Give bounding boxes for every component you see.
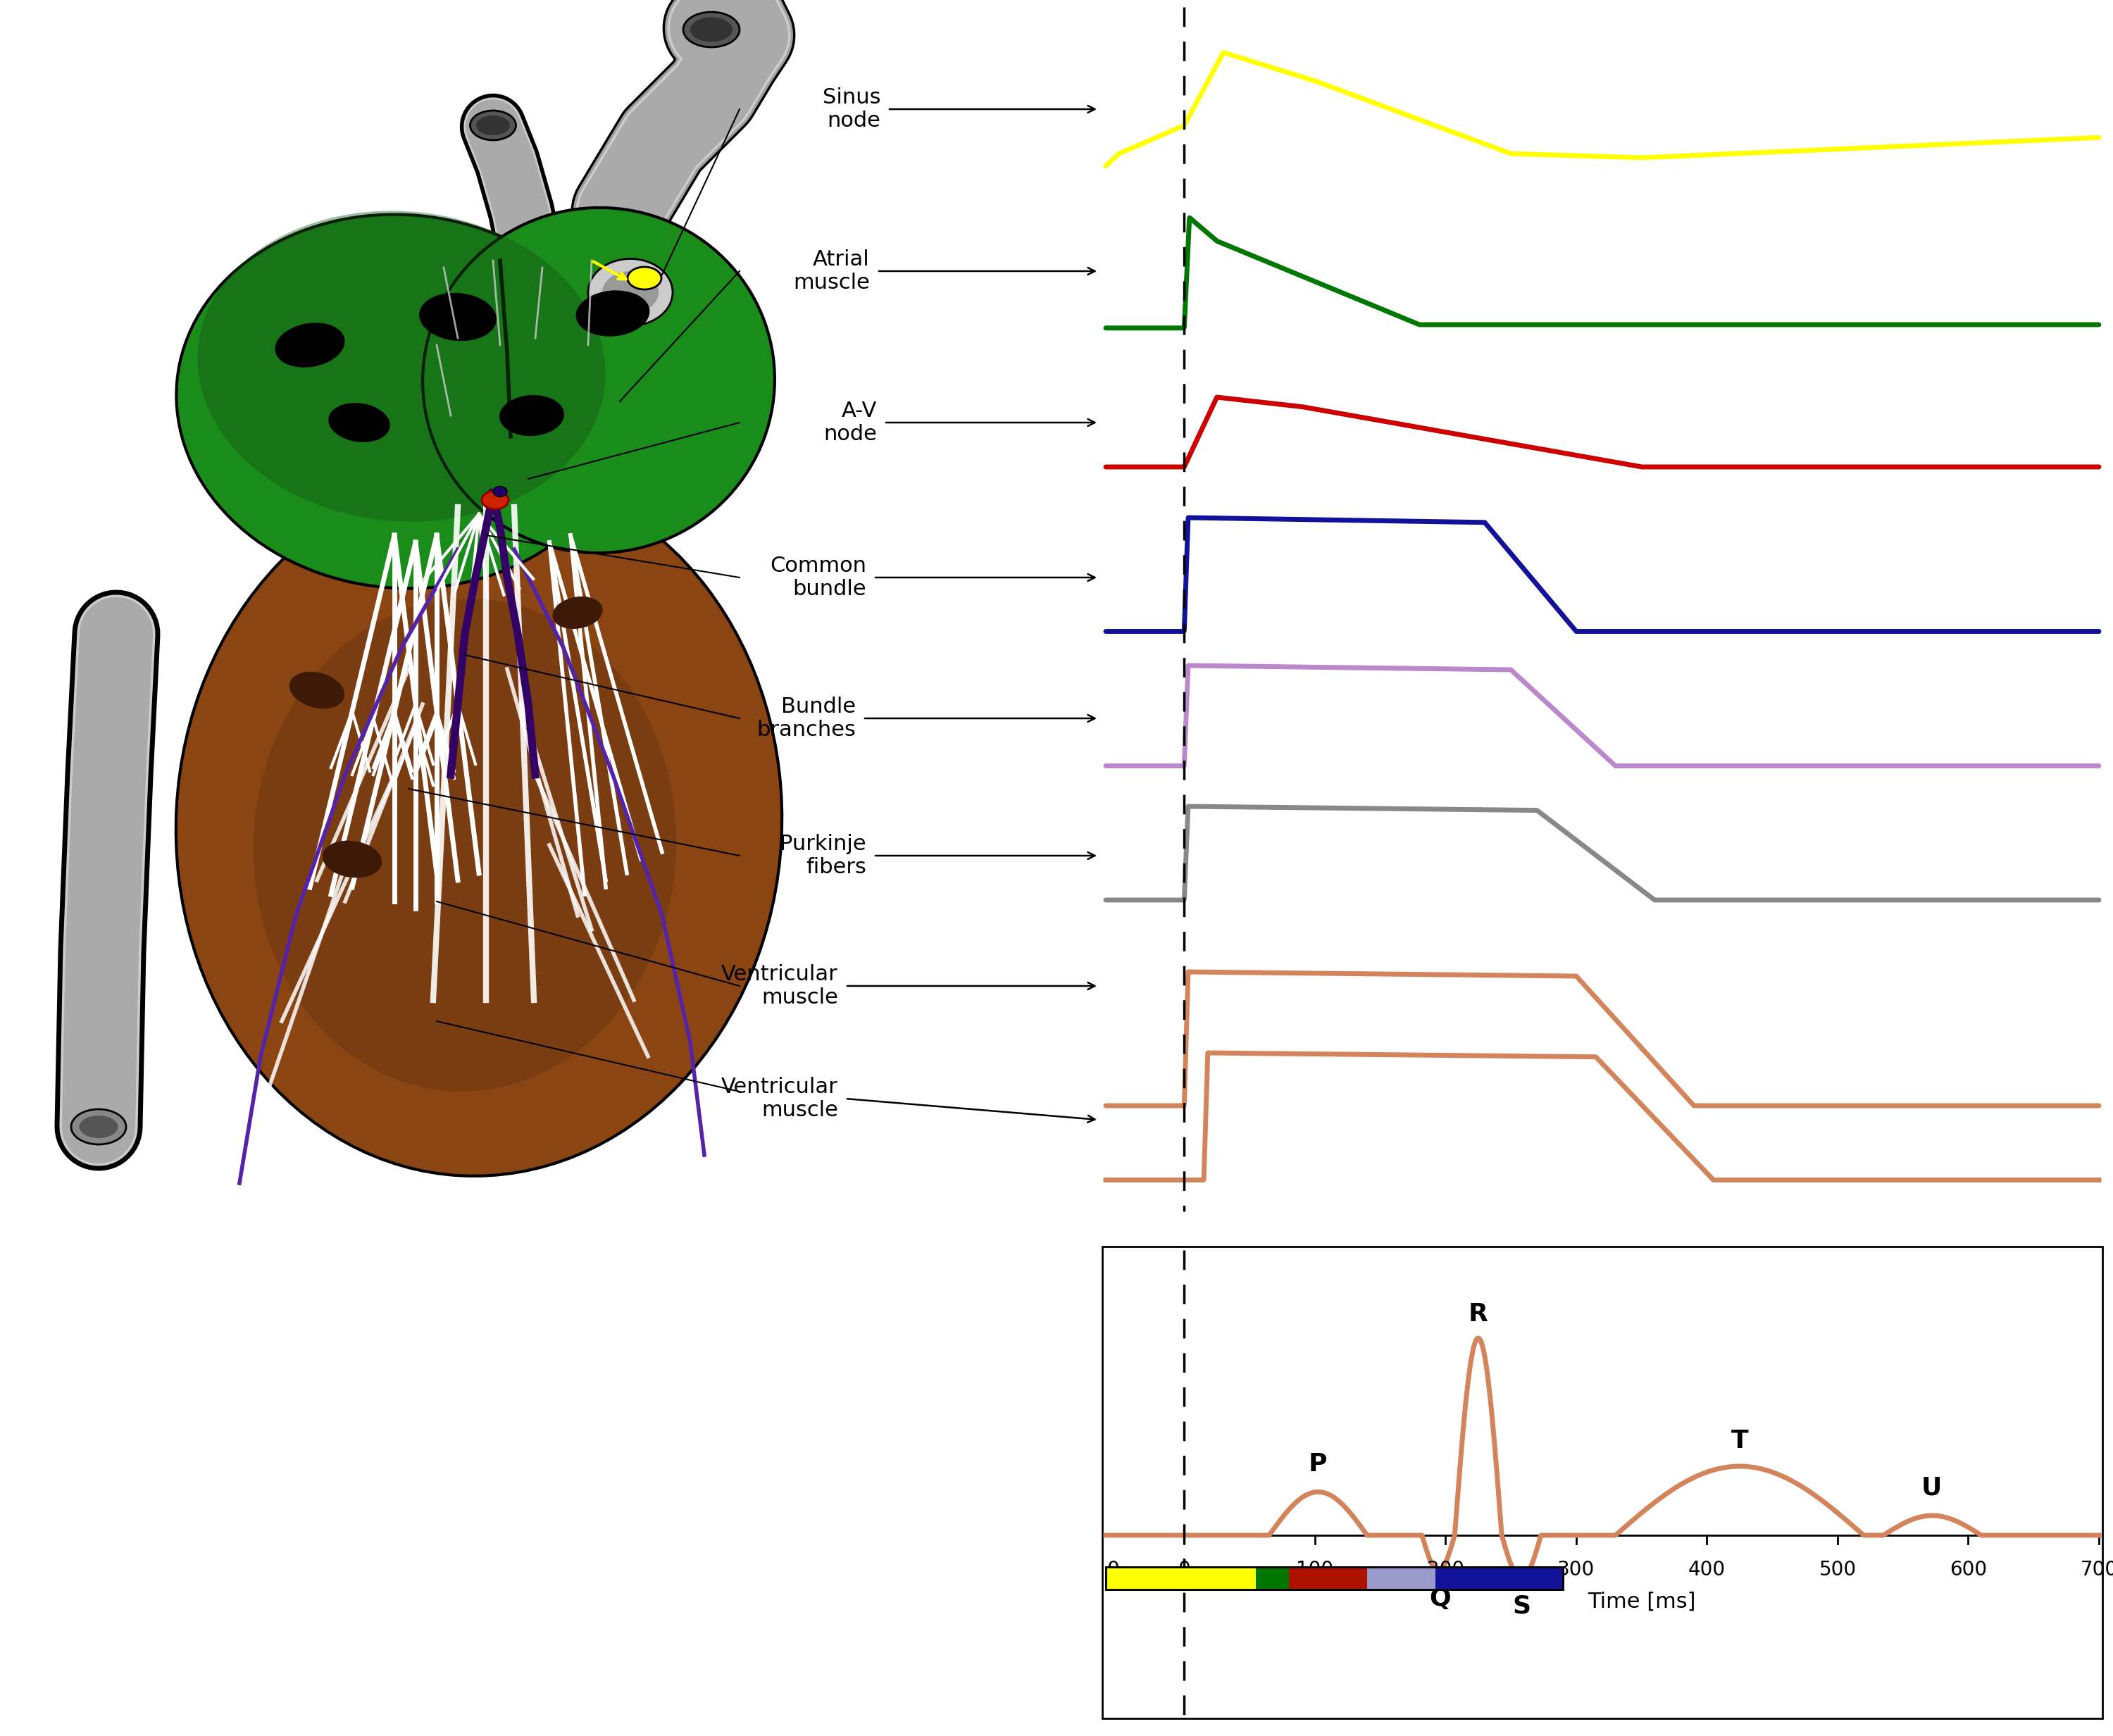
- Text: U: U: [1921, 1476, 1942, 1500]
- Bar: [1289, 1568, 1367, 1590]
- Text: 200: 200: [1426, 1561, 1464, 1580]
- Ellipse shape: [423, 208, 775, 552]
- Text: Atrial
muscle: Atrial muscle: [792, 248, 871, 293]
- Ellipse shape: [323, 840, 382, 878]
- Text: Bundle
branches: Bundle branches: [756, 696, 856, 740]
- Text: 0: 0: [1177, 1561, 1190, 1580]
- Ellipse shape: [175, 472, 782, 1175]
- Text: 600: 600: [1950, 1561, 1986, 1580]
- Ellipse shape: [602, 271, 659, 314]
- Ellipse shape: [469, 111, 516, 141]
- Ellipse shape: [482, 491, 509, 509]
- Text: Q: Q: [1431, 1587, 1452, 1611]
- Text: Time [ms]: Time [ms]: [1587, 1592, 1695, 1613]
- Text: A-V
node: A-V node: [824, 401, 877, 444]
- Bar: [1105, 1568, 1255, 1590]
- Ellipse shape: [418, 293, 497, 340]
- Text: P: P: [1308, 1453, 1327, 1476]
- Ellipse shape: [80, 1116, 118, 1139]
- Ellipse shape: [682, 12, 740, 47]
- Ellipse shape: [254, 599, 676, 1092]
- Ellipse shape: [628, 267, 661, 290]
- Text: 0: 0: [1107, 1561, 1120, 1580]
- Text: T: T: [1731, 1429, 1747, 1453]
- Ellipse shape: [72, 1109, 127, 1144]
- Bar: [1255, 1568, 1367, 1590]
- Text: Purkinje
fibers: Purkinje fibers: [780, 833, 866, 878]
- Ellipse shape: [551, 597, 602, 628]
- Ellipse shape: [289, 672, 344, 708]
- Bar: [1367, 1568, 1435, 1590]
- Text: 100: 100: [1295, 1561, 1333, 1580]
- Text: Ventricular
muscle: Ventricular muscle: [721, 1076, 839, 1121]
- Text: 700: 700: [2079, 1561, 2113, 1580]
- Ellipse shape: [587, 259, 672, 326]
- Text: 300: 300: [1557, 1561, 1595, 1580]
- Text: Sinus
node: Sinus node: [822, 87, 881, 132]
- Ellipse shape: [492, 486, 507, 496]
- Ellipse shape: [691, 17, 733, 42]
- Ellipse shape: [577, 290, 649, 337]
- Ellipse shape: [175, 215, 628, 589]
- Bar: [1105, 1568, 1564, 1590]
- Text: R: R: [1469, 1302, 1488, 1326]
- Ellipse shape: [197, 210, 606, 521]
- Ellipse shape: [475, 116, 509, 135]
- Bar: [1435, 1568, 1564, 1590]
- Ellipse shape: [499, 396, 564, 436]
- Text: Ventricular
muscle: Ventricular muscle: [721, 963, 839, 1009]
- Ellipse shape: [275, 323, 344, 368]
- Bar: [1103, 1246, 2102, 1719]
- Text: S: S: [1513, 1594, 1530, 1618]
- Ellipse shape: [328, 403, 391, 443]
- Text: Common
bundle: Common bundle: [769, 556, 866, 599]
- Text: 400: 400: [1688, 1561, 1726, 1580]
- Bar: [1105, 1568, 1564, 1590]
- Text: 500: 500: [1819, 1561, 1857, 1580]
